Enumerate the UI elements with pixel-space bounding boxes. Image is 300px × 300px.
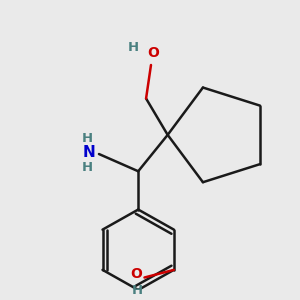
Text: H: H [82,132,93,145]
Text: O: O [130,267,142,281]
Text: N: N [82,145,95,160]
Text: H: H [128,40,139,53]
Text: H: H [131,284,142,297]
Text: H: H [82,161,93,174]
Text: O: O [147,46,159,60]
